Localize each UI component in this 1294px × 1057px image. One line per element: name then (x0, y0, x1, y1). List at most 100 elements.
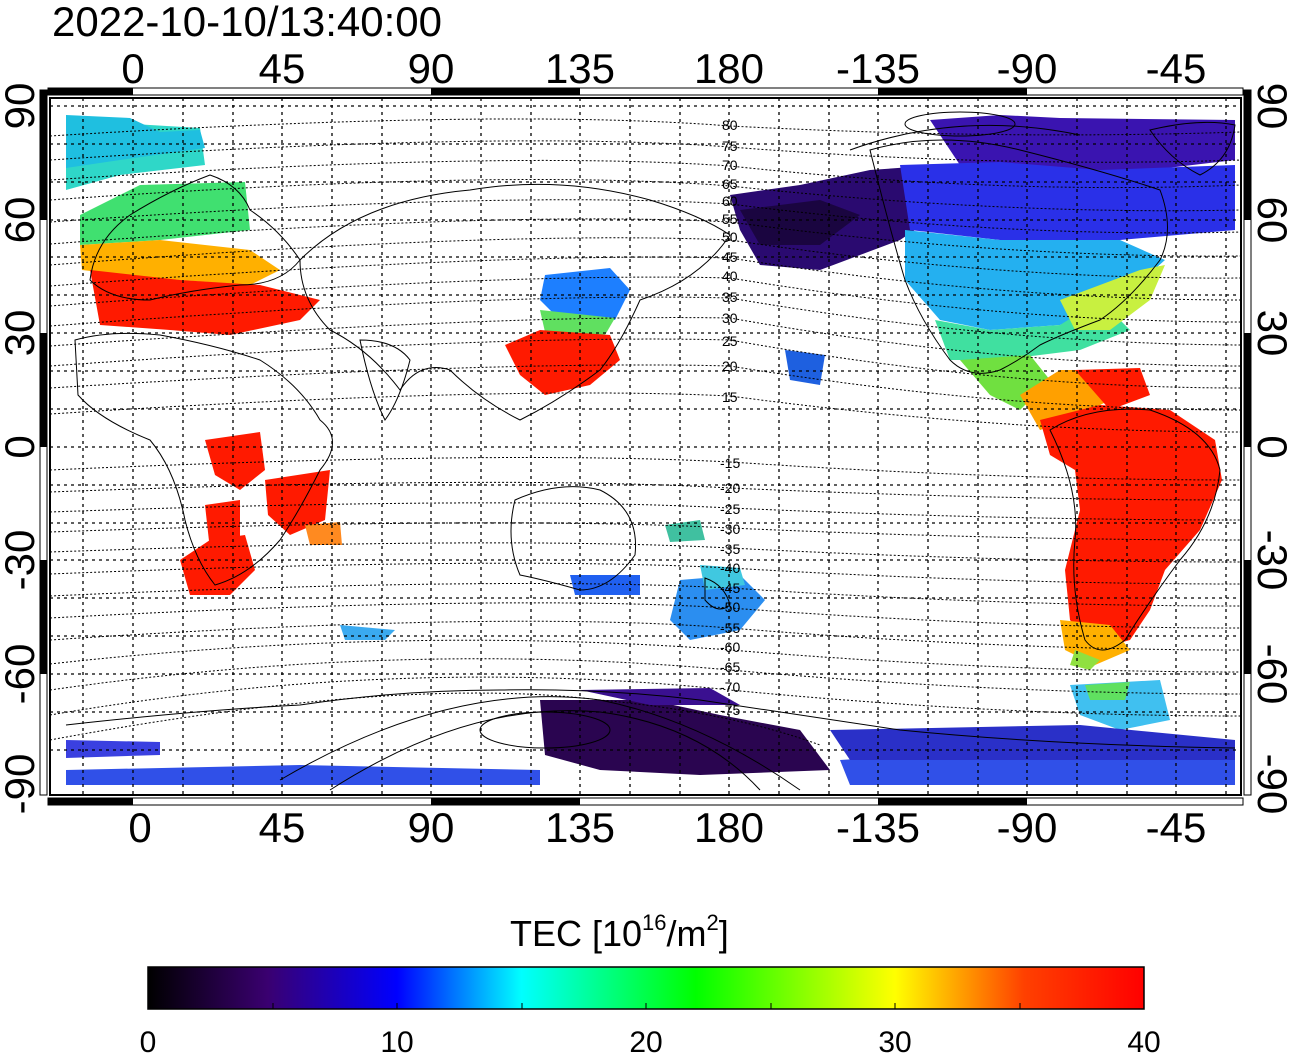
lon-label-top: -90 (997, 45, 1058, 92)
mlat-label: 75 (722, 138, 738, 154)
tec-region-east-asia (505, 330, 620, 395)
mlat-label: 50 (722, 229, 738, 245)
lat-label-right: 30 (1249, 310, 1294, 357)
bottom-tick-bar (47, 797, 1244, 806)
tec-region-japan-south (540, 310, 615, 335)
tec-region-central-america (1020, 370, 1110, 430)
mlat-label: -20 (720, 480, 740, 496)
lon-label-top: 90 (408, 45, 455, 92)
lon-label-top: -135 (836, 45, 920, 92)
mlat-label: 45 (722, 249, 738, 265)
mlat-label: 70 (722, 157, 738, 173)
mlat-label: 25 (722, 333, 738, 349)
lon-labels-bottom: 0 45 90 135 180 -135 -90 -45 (128, 804, 1206, 851)
tec-region-caribbean (1075, 368, 1150, 410)
mlat-label: -25 (720, 501, 740, 517)
mlat-label: 60 (722, 193, 738, 209)
lat-label-left: -60 (0, 644, 43, 705)
lat-label-right: 0 (1249, 435, 1294, 458)
mlat-label: -70 (720, 679, 740, 695)
tec-region-hawaii (785, 350, 825, 385)
coast-greenland (1149, 121, 1236, 176)
tec-region-southern-ocean-band (66, 765, 540, 785)
mlat-label: 35 (722, 289, 738, 305)
tec-region-nz-north (700, 565, 745, 590)
magnetic-latitude-contours (50, 111, 1241, 791)
lon-label-bottom: 180 (694, 804, 764, 851)
colorbar-title: TEC [1016/m2] (510, 910, 729, 954)
colorbar-tick-label: 0 (140, 1026, 157, 1057)
mlat-label: 55 (722, 211, 738, 227)
coast-north-america (869, 139, 1168, 374)
mlat-label: 20 (722, 358, 738, 374)
colorbar-tick-label: 20 (629, 1026, 662, 1057)
tec-region-canada (900, 162, 1235, 240)
lat-label-right: -60 (1249, 644, 1294, 705)
lat-label-left: -30 (0, 530, 43, 591)
lon-label-bottom: 90 (408, 804, 455, 851)
colorbar-ticks (272, 1003, 1021, 1009)
tec-region-east-africa (265, 470, 330, 535)
lon-label-bottom: -90 (997, 804, 1058, 851)
mlat-label: 15 (722, 389, 738, 405)
tec-region-japan (540, 268, 630, 320)
lon-label-bottom: -45 (1146, 804, 1207, 851)
coast-africa (74, 332, 333, 586)
coast-antarctica (65, 689, 1236, 749)
tec-region-australia-south (570, 575, 640, 595)
coast-nz (704, 577, 731, 610)
lat-label-left: 60 (0, 197, 43, 244)
magnetic-latitude-labels: 80 75 70 65 60 55 50 45 40 35 30 25 20 1… (720, 117, 740, 718)
mlat-label: -55 (720, 620, 740, 636)
mlat-label: -65 (720, 659, 740, 675)
tec-region-arctic-canada (930, 115, 1235, 170)
mlat-label: -15 (720, 455, 740, 471)
mlat-label: 40 (722, 268, 738, 284)
mlat-label: -60 (720, 639, 740, 655)
lat-label-left: 30 (0, 310, 43, 357)
tick-bar-segments (40, 88, 1251, 805)
map-frame (49, 97, 1242, 796)
mlat-label: -35 (720, 541, 740, 557)
tec-region-south-america (1040, 405, 1222, 650)
lon-label-top: 45 (259, 45, 306, 92)
top-tick-bar (47, 87, 1244, 96)
colorbar-tick-label: 30 (878, 1026, 911, 1057)
lon-label-bottom: -135 (836, 804, 920, 851)
tec-region-africa-west (205, 500, 240, 550)
lat-label-right: 60 (1249, 197, 1294, 244)
lon-label-top: 135 (545, 45, 615, 92)
mlat-label: -50 (720, 599, 740, 615)
lat-label-right: -90 (1249, 754, 1294, 815)
tec-region-southern-ocean-band-3 (830, 725, 1235, 760)
tec-region-europe-mid (80, 182, 250, 245)
tec-region-europe-north (66, 115, 205, 168)
lat-labels-left: 90 60 30 0 -30 -60 -90 (0, 83, 43, 815)
lon-label-bottom: 45 (259, 804, 306, 851)
tec-region-new-zealand (670, 575, 765, 640)
tec-region-southern-ocean-west (66, 740, 160, 758)
lon-label-bottom: 135 (545, 804, 615, 851)
coast-asia (299, 183, 731, 421)
tec-region-southern-africa (180, 535, 255, 595)
lon-label-top: 180 (694, 45, 764, 92)
colorbar-gradient (147, 966, 1145, 1010)
coastlines (65, 121, 1236, 749)
mlat-label: 65 (722, 176, 738, 192)
colorbar: TEC [1016/m2] 0 10 20 30 40 (140, 910, 1161, 1057)
lat-label-right: 90 (1249, 83, 1294, 130)
coast-india (359, 339, 411, 421)
coast-south-america (1049, 408, 1221, 651)
lat-label-right: -30 (1249, 530, 1294, 591)
lat-label-left: 0 (0, 435, 43, 458)
chart-title: 2022-10-10/13:40:00 (52, 0, 442, 45)
coast-australia (510, 486, 637, 591)
colorbar-tick-label: 40 (1127, 1026, 1160, 1057)
mlat-label: -30 (720, 521, 740, 537)
lon-label-top: 0 (121, 45, 144, 92)
mlat-label: -75 (720, 702, 740, 718)
lon-labels-top: 0 45 90 135 180 -135 -90 -45 (121, 45, 1206, 92)
colorbar-tick-label: 10 (380, 1026, 413, 1057)
mlat-label: -40 (720, 560, 740, 576)
